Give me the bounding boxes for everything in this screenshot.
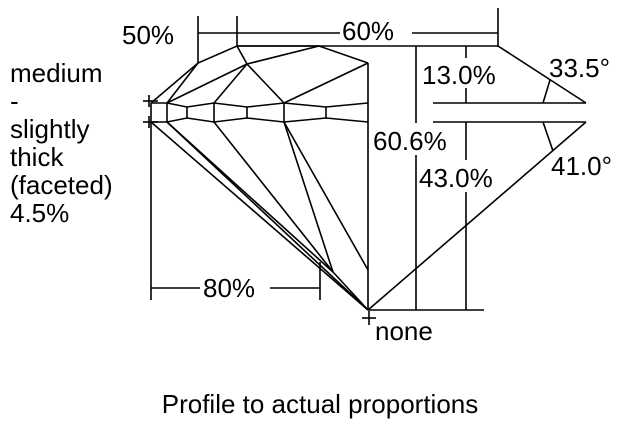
lower-half-percent-label: 80% [203,273,255,303]
dimension-lines [150,8,587,311]
star-percent-label: 50% [122,20,174,50]
girdle-label: medium - slightly thick (faceted) 4.5% [10,58,113,228]
pavilion-depth-label: 43.0% [419,163,493,193]
total-depth-label: 60.6% [373,126,447,156]
crown-angle-label: 33.5° [549,53,610,83]
girdle-label-line: 4.5% [10,198,69,228]
girdle-label-line: medium [10,58,102,88]
crown-height-label: 13.0% [422,60,496,90]
girdle-label-line: - [10,86,19,116]
caption: Profile to actual proportions [162,389,479,419]
culet-label: none [375,316,433,346]
girdle-label-line: slightly [10,114,89,144]
girdle-label-line: (faceted) [10,170,113,200]
girdle-label-line: thick [10,142,64,172]
table-percent-label: 60% [342,16,394,46]
pavilion-angle-label: 41.0° [551,151,612,181]
